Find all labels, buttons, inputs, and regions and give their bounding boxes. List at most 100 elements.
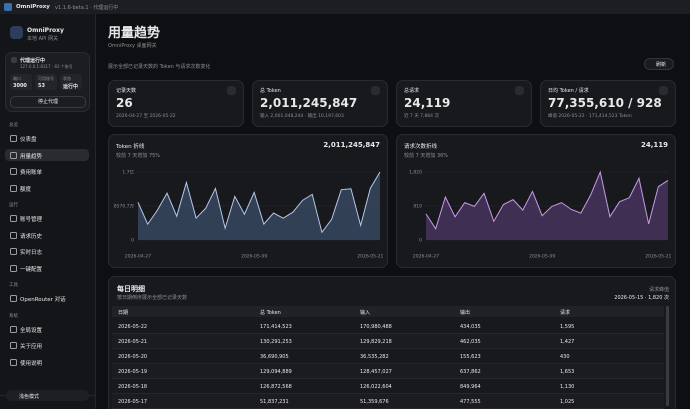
table-cell: 2026-05-17 [118, 399, 148, 405]
x-tick-label: 2026-04-27 [125, 254, 151, 260]
card-note: 2026-04-27 至 2026-05-22 [116, 114, 176, 119]
nav-item[interactable]: 账号管理 [20, 217, 43, 223]
nav-item[interactable]: 请求历史 [20, 233, 43, 240]
nav-item[interactable]: 关于应用 [20, 344, 43, 350]
chart-title: Token 折线 [116, 144, 145, 150]
table-cell: 51,359,676 [360, 399, 389, 405]
y-tick-label: 1,820 [409, 170, 422, 176]
stat-value: 运行中 [63, 84, 79, 90]
page-subtitle: OmniProxy 桌面网关 [108, 43, 157, 49]
nav-icon [10, 151, 17, 159]
table-subtitle: 按日期倒序展示全部已记录天数 [117, 295, 188, 301]
line [137, 171, 381, 234]
card-value: 2,011,245,847 [260, 96, 358, 110]
title-bar [0, 0, 690, 14]
status-icon [11, 57, 17, 63]
y-tick-label: 0 [131, 238, 134, 244]
table-cell: 849,964 [460, 384, 481, 390]
table-cell: 2026-05-19 [118, 369, 148, 375]
card-icon [659, 86, 668, 95]
theme-toggle[interactable]: 浅色模式 [19, 394, 40, 400]
table-row [112, 319, 664, 334]
peak-label: 请求峰值 [648, 287, 669, 293]
x-tick-label: 2026-04-27 [413, 254, 439, 260]
nav-item[interactable]: 仪表盘 [20, 137, 37, 143]
line-chart: 0 910 1,820 2026-04-27 2026-05-09 2026-05-21 [409, 170, 671, 260]
app-icon [4, 3, 12, 11]
nav-item[interactable]: 费用账单 [20, 170, 43, 176]
table-cell: 36,690,905 [260, 354, 289, 360]
y-tick-label: 0 [419, 238, 422, 244]
table-cell: 637,862 [460, 369, 481, 375]
column-header: 总 Token [260, 310, 281, 316]
brand-subtitle: 本地 API 网关 [27, 36, 59, 42]
card-icon [227, 86, 236, 95]
status-title: 代理运行中 [20, 58, 46, 64]
table-cell: 126,872,568 [260, 384, 292, 390]
refresh-button[interactable]: 刷新 [644, 58, 674, 70]
y-tick-label: 1.7亿 [122, 169, 134, 176]
stat-value: 3000 [13, 83, 27, 89]
x-tick-label: 2026-05-09 [241, 254, 267, 260]
table-cell: 129,829,218 [360, 339, 392, 345]
theme-toggle-bg [6, 390, 89, 401]
card-label: 日均 Token / 请求 [548, 88, 589, 94]
x-tick-label: 2026-05-21 [357, 254, 383, 260]
area [426, 172, 668, 240]
card-icon [371, 86, 380, 95]
card-note: 近 7 天 7,884 次 [404, 114, 439, 119]
page-title: 用量趋势 [108, 26, 161, 41]
nav-icon [10, 342, 17, 349]
table-cell: 477,555 [460, 399, 481, 405]
y-tick-label: 8570.7万 [114, 204, 135, 210]
chart-total: 24,119 [640, 141, 668, 149]
nav-section-title: 系统 [9, 313, 18, 319]
chart-title: 请求次数折线 [404, 144, 438, 150]
table-header-bg [112, 306, 664, 317]
stat-value: 53 [38, 83, 45, 89]
nav-section-title: 运行 [9, 203, 18, 208]
app-version: v1.1.6-beta.1 · 代理运行中 [55, 5, 119, 11]
line-chart: 0 8570.7万 1.7亿 2026-04-27 2026-05-09 2026-05-… [114, 169, 384, 260]
column-header: 日期 [118, 310, 129, 316]
table-cell: 36,535,282 [360, 354, 389, 360]
app-name: OmniProxy [16, 4, 50, 10]
stop-proxy-button[interactable]: 停止代理 [10, 96, 86, 108]
nav-item[interactable]: 实时日志 [20, 250, 43, 256]
column-header: 输入 [360, 310, 371, 316]
nav-item[interactable]: 用量趋势 [20, 153, 43, 160]
table-row [112, 364, 664, 379]
card-label: 总 Token [260, 88, 281, 94]
nav-item[interactable]: 一键配置 [20, 266, 43, 273]
table-cell: 462,035 [460, 339, 481, 345]
table-cell: 2026-05-18 [118, 384, 148, 390]
peak-value: 2026-05-15 · 1,820 次 [614, 295, 669, 301]
table-cell: 170,980,488 [360, 324, 392, 330]
stat-label: 状态 [63, 76, 71, 81]
stat-box [10, 74, 32, 90]
brand-name: OmniProxy [27, 27, 64, 34]
table-cell: 2026-05-21 [118, 339, 148, 345]
nav-icon [10, 264, 17, 272]
stat-box [35, 74, 57, 90]
table-cell: 171,414,523 [260, 324, 292, 330]
nav-icon [10, 358, 17, 366]
page-description: 展示全部已记录天数的 Token 与请求次数变化 [108, 64, 211, 70]
card-note: 输入 2,001,048,244 · 输出 10,197,603 [260, 114, 344, 119]
nav-item[interactable]: 全局设置 [20, 327, 43, 334]
table-cell: 1,130 [560, 384, 575, 390]
nav-item[interactable]: OpenRouter 对话 [20, 297, 66, 303]
column-header: 输出 [460, 310, 471, 316]
nav-icon [10, 168, 17, 175]
table-cell: 430 [560, 354, 570, 360]
stat-label: 可用账号 [38, 76, 54, 81]
stat-card [108, 80, 244, 127]
nav-icon [10, 215, 17, 222]
table-cell: 130,291,253 [260, 339, 292, 345]
nav-item[interactable]: 额度 [20, 186, 32, 193]
nav-item[interactable]: 使用说明 [20, 360, 43, 367]
table-cell: 155,623 [460, 354, 481, 360]
nav-icon [10, 248, 17, 255]
table-title: 每日明细 [117, 285, 145, 293]
